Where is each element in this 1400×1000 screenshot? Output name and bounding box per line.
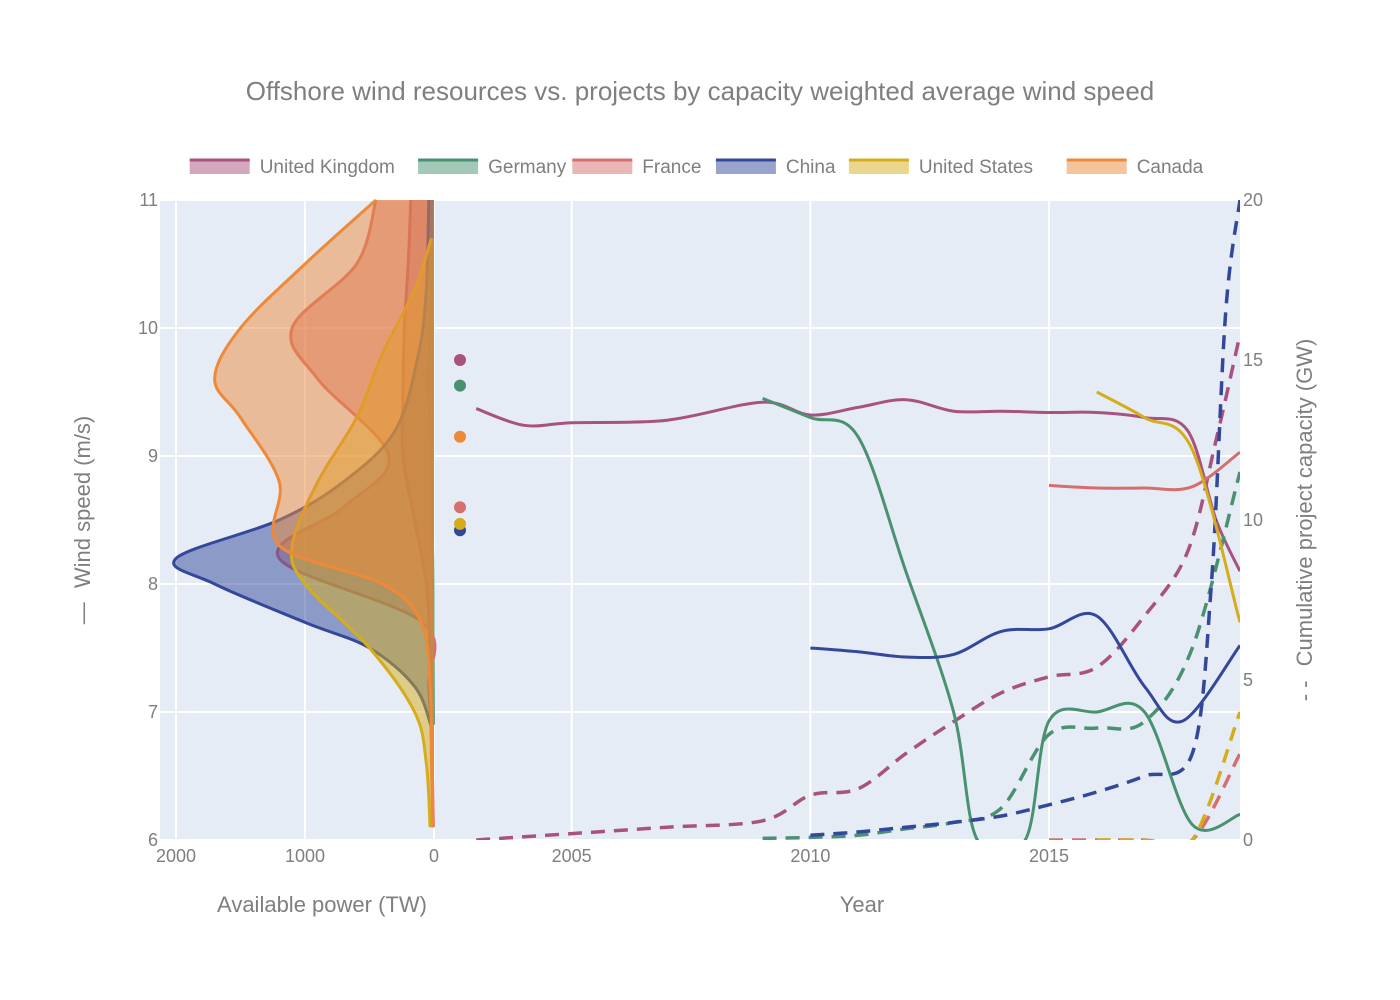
right-y-axis-marker: - - <box>1292 681 1317 702</box>
capacity-line-united-kingdom <box>476 334 1240 840</box>
left-y-tick-label: 8 <box>148 574 158 594</box>
left-y-tick-label: 7 <box>148 702 158 722</box>
wind-speed-line-germany <box>762 397 1240 840</box>
legend-item-united-kingdom[interactable]: United Kingdom <box>189 157 395 178</box>
capacity-line-china <box>810 200 1240 837</box>
right-y-axis-title: - - Cumulative project capacity (GW) <box>1292 339 1317 702</box>
legend-swatch <box>715 160 776 174</box>
average-dot-germany <box>454 379 466 392</box>
legend-item-france[interactable]: France <box>572 157 701 178</box>
wind-speed-line-united-kingdom <box>475 398 1240 572</box>
average-dot-united-states <box>454 517 466 530</box>
chart-title: Offshore wind resources vs. projects by … <box>246 76 1155 106</box>
main-panel <box>438 199 1240 841</box>
density-area-canada <box>214 200 434 828</box>
left-x-tick-label: 1000 <box>285 846 325 866</box>
legend[interactable]: United Kingdom Germany France China United S… <box>189 157 1204 178</box>
right-y-axis-label: Cumulative project capacity (GW) <box>1292 339 1317 667</box>
left-x-tick-label: 0 <box>429 846 439 866</box>
right-y-tick-label: 20 <box>1243 190 1263 210</box>
right-y-tick-label: 15 <box>1243 350 1263 370</box>
legend-label: Germany <box>488 157 567 178</box>
right-y-tick-label: 5 <box>1243 670 1253 690</box>
main-x-axis-title: Year <box>840 892 884 917</box>
legend-swatch <box>418 160 479 174</box>
right-y-tick-label: 0 <box>1243 830 1253 850</box>
wind-speed-line-china <box>810 612 1240 724</box>
legend-swatch <box>572 160 633 174</box>
capacity-line-germany <box>762 471 1240 840</box>
left-y-axis-marker: — <box>70 602 95 624</box>
left-y-axis-label: Wind speed (m/s) <box>70 416 95 588</box>
density-line-canada <box>213 198 435 828</box>
left-x-tick-label: 2000 <box>156 846 196 866</box>
average-dot-united-kingdom <box>454 354 466 366</box>
main-plot-background <box>438 200 1240 840</box>
wind-speed-line-france <box>1048 450 1240 492</box>
capacity-line-france <box>1049 752 1240 840</box>
axis-ticks: 6 7 8 9 10 11 0 5 10 15 20 2000 1000 0 2005 2010 2015 <box>138 190 1263 866</box>
legend-item-canada[interactable]: Canada <box>1066 157 1204 178</box>
resource-average-dots <box>454 354 466 537</box>
left-panel <box>160 198 438 841</box>
project-lines <box>475 200 1240 840</box>
main-x-tick-label: 2010 <box>790 846 830 866</box>
legend-item-germany[interactable]: Germany <box>418 157 567 178</box>
legend-label: France <box>642 157 701 178</box>
left-y-tick-label: 10 <box>138 318 158 338</box>
legend-label: China <box>786 157 836 178</box>
legend-label: United Kingdom <box>260 157 395 178</box>
left-y-tick-label: 6 <box>148 830 158 850</box>
legend-swatch <box>848 160 909 174</box>
resource-density-areas <box>172 198 437 828</box>
legend-label: United States <box>919 157 1033 178</box>
average-dot-canada <box>454 430 466 443</box>
legend-swatch <box>1066 160 1127 174</box>
left-y-axis-title: — Wind speed (m/s) <box>70 416 95 625</box>
average-dot-france <box>454 501 466 514</box>
left-y-tick-label: 9 <box>148 446 158 466</box>
left-y-tick-label: 11 <box>139 190 158 210</box>
main-x-tick-label: 2005 <box>552 846 592 866</box>
capacity-line-united-states <box>1096 711 1240 840</box>
legend-item-china[interactable]: China <box>715 157 836 178</box>
legend-item-united-states[interactable]: United States <box>848 157 1033 178</box>
main-x-tick-label: 2015 <box>1029 846 1069 866</box>
legend-swatch <box>189 160 250 174</box>
right-y-tick-label: 10 <box>1243 510 1263 530</box>
wind-speed-line-united-states <box>1096 390 1240 623</box>
left-x-axis-title: Available power (TW) <box>217 892 427 917</box>
legend-label: Canada <box>1137 157 1204 178</box>
